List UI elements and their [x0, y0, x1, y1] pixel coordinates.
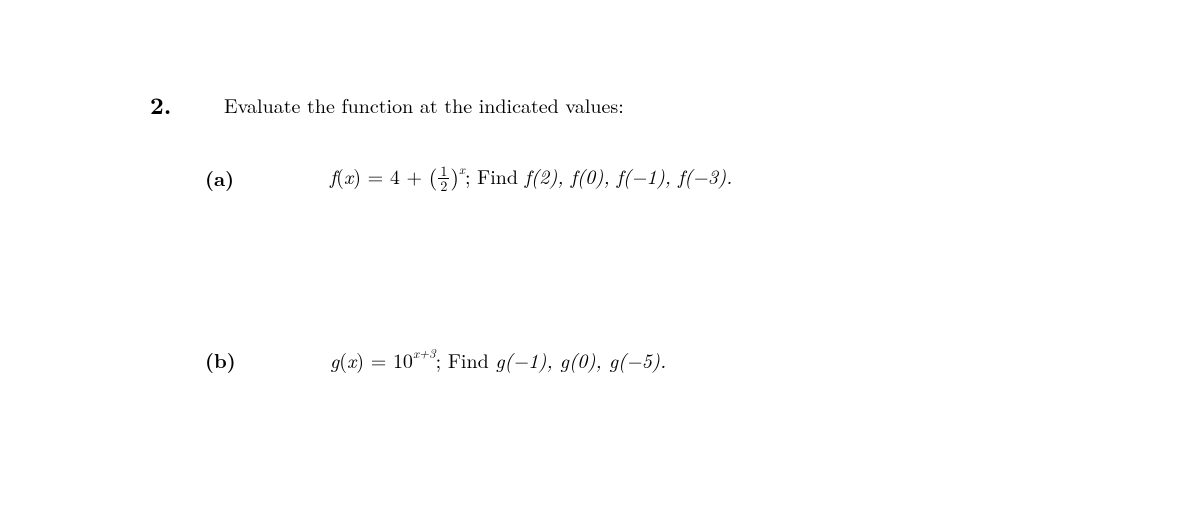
- find-word-b: Find: [448, 345, 496, 374]
- part-a-label: (a): [205, 163, 245, 192]
- evals-a: f(2), f(0), f(−1), f(−3).: [525, 161, 733, 190]
- sep-a: ;: [465, 161, 477, 190]
- fn-arg-b: x: [347, 345, 356, 374]
- part-a-body: f(x) = 4 + (12)x; Find f(2), f(0), f(−1)…: [330, 160, 732, 194]
- part-b-label: (b): [205, 345, 245, 374]
- evals-b: g(−1), g(0), g(−5).: [495, 345, 666, 374]
- equals-b: =: [364, 345, 393, 374]
- sep-b: ;: [436, 345, 448, 374]
- fn-arg-a: x: [344, 161, 353, 190]
- base-b: 10: [393, 345, 413, 374]
- find-word-a: Find: [477, 161, 525, 190]
- const-a: 4 +: [390, 161, 429, 190]
- problem-prompt: Evaluate the function at the indicated v…: [224, 90, 624, 119]
- fraction-a: 12: [438, 164, 449, 193]
- equals-a: =: [361, 161, 390, 190]
- part-label-a: (a): [205, 163, 245, 192]
- page: 2. Evaluate the function at the indicate…: [0, 0, 1200, 519]
- exp-text-b: x+3: [413, 343, 436, 362]
- part-b-body: g(x) = 10x+3; Find g(−1), g(0), g(−5).: [330, 345, 666, 374]
- part-label-b: (b): [205, 345, 245, 374]
- frac-den-a: 2: [438, 178, 449, 193]
- exponent-a: x: [459, 159, 465, 178]
- fn-name-b: g: [330, 345, 339, 374]
- exponent-b: x+3: [413, 343, 436, 362]
- problem-number: 2.: [150, 88, 171, 122]
